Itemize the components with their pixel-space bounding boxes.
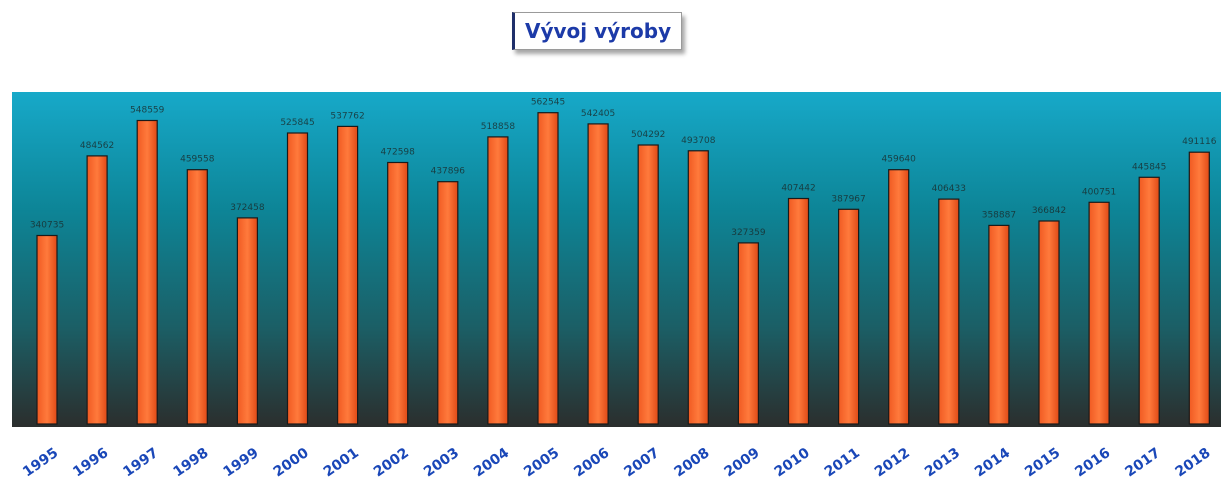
bar-2001	[337, 125, 359, 425]
data-label-2012: 459640	[882, 155, 917, 165]
x-tick-label-2000: 2000	[271, 445, 312, 481]
data-label-1998: 459558	[180, 155, 215, 165]
x-tick-label-1995: 1995	[20, 445, 61, 480]
bar-2012	[888, 169, 910, 425]
data-label-2007: 504292	[631, 130, 665, 140]
x-tick-label-2009: 2009	[722, 445, 763, 480]
data-label-2017: 445845	[1132, 162, 1166, 172]
data-label-2008: 493708	[681, 136, 716, 146]
data-label-2000: 525845	[280, 118, 314, 128]
bar-2010	[787, 197, 810, 425]
bar-2009	[737, 242, 760, 425]
bar-2013	[938, 198, 960, 425]
data-label-2001: 537762	[330, 111, 364, 121]
x-tick-label-2011: 2011	[822, 445, 863, 480]
x-tick-label-1998: 1998	[170, 445, 211, 480]
data-label-2003: 437896	[431, 167, 466, 177]
data-label-1995: 340735	[30, 221, 64, 231]
chart-title: Vývoj výroby	[512, 12, 683, 50]
data-label-2005: 562545	[531, 98, 565, 108]
bar-2017	[1138, 176, 1160, 425]
data-label-2011: 387967	[831, 194, 865, 204]
x-tick-label-2007: 2007	[621, 445, 662, 480]
x-tick-label-2002: 2002	[371, 445, 412, 480]
x-tick-label-2001: 2001	[321, 445, 362, 480]
data-label-2013: 406433	[932, 184, 966, 194]
x-tick-label-2014: 2014	[972, 445, 1013, 481]
bar-1995	[36, 234, 58, 425]
x-tick-label-2003: 2003	[421, 445, 462, 480]
bar-1998	[186, 169, 208, 425]
bar-2018	[1188, 151, 1210, 425]
x-tick-label-2010: 2010	[772, 445, 813, 481]
x-tick-label-2016: 2016	[1072, 445, 1113, 480]
x-tick-label-2012: 2012	[872, 445, 913, 480]
data-label-2016: 400751	[1082, 187, 1116, 197]
data-label-2009: 327359	[731, 228, 766, 238]
x-tick-label-2008: 2008	[671, 445, 712, 480]
bar-1997	[136, 119, 158, 425]
x-tick-label-1999: 1999	[221, 445, 262, 480]
bar-2016	[1088, 201, 1110, 425]
data-label-1997: 548559	[130, 106, 165, 116]
data-label-2002: 472598	[381, 148, 416, 158]
bar-2005	[537, 112, 559, 425]
bar-2000	[286, 132, 309, 425]
data-label-2015: 366842	[1032, 206, 1066, 216]
bar-2015	[1038, 220, 1060, 425]
bar-1999	[236, 217, 258, 425]
data-label-2006: 542405	[581, 109, 615, 119]
bar-2004	[487, 136, 509, 425]
bar-2007	[637, 144, 659, 425]
bar-1996	[86, 155, 108, 425]
x-tick-label-2004: 2004	[471, 445, 512, 481]
data-label-1996: 484562	[80, 141, 114, 151]
x-tick-label-2006: 2006	[571, 445, 612, 480]
data-label-2018: 491116	[1182, 137, 1217, 147]
bar-2003	[437, 181, 459, 425]
x-tick-label-1996: 1996	[70, 445, 111, 480]
x-tick-label-2018: 2018	[1172, 445, 1213, 480]
x-tick-label-2017: 2017	[1122, 445, 1163, 480]
data-label-2014: 358887	[982, 210, 1016, 220]
bar-2014	[988, 224, 1010, 425]
bar-2011	[837, 208, 860, 425]
data-label-2010: 407442	[781, 184, 815, 194]
data-label-2004: 518858	[481, 122, 516, 132]
x-tick-label-2005: 2005	[521, 445, 562, 480]
x-tick-label-1997: 1997	[120, 445, 161, 480]
x-tick-label-2013: 2013	[922, 445, 963, 480]
x-tick-label-2015: 2015	[1022, 445, 1063, 480]
plot-area	[12, 92, 1221, 427]
bar-2006	[587, 123, 609, 425]
bar-2008	[687, 150, 709, 425]
data-label-1999: 372458	[230, 203, 265, 213]
bar-2002	[387, 161, 409, 425]
